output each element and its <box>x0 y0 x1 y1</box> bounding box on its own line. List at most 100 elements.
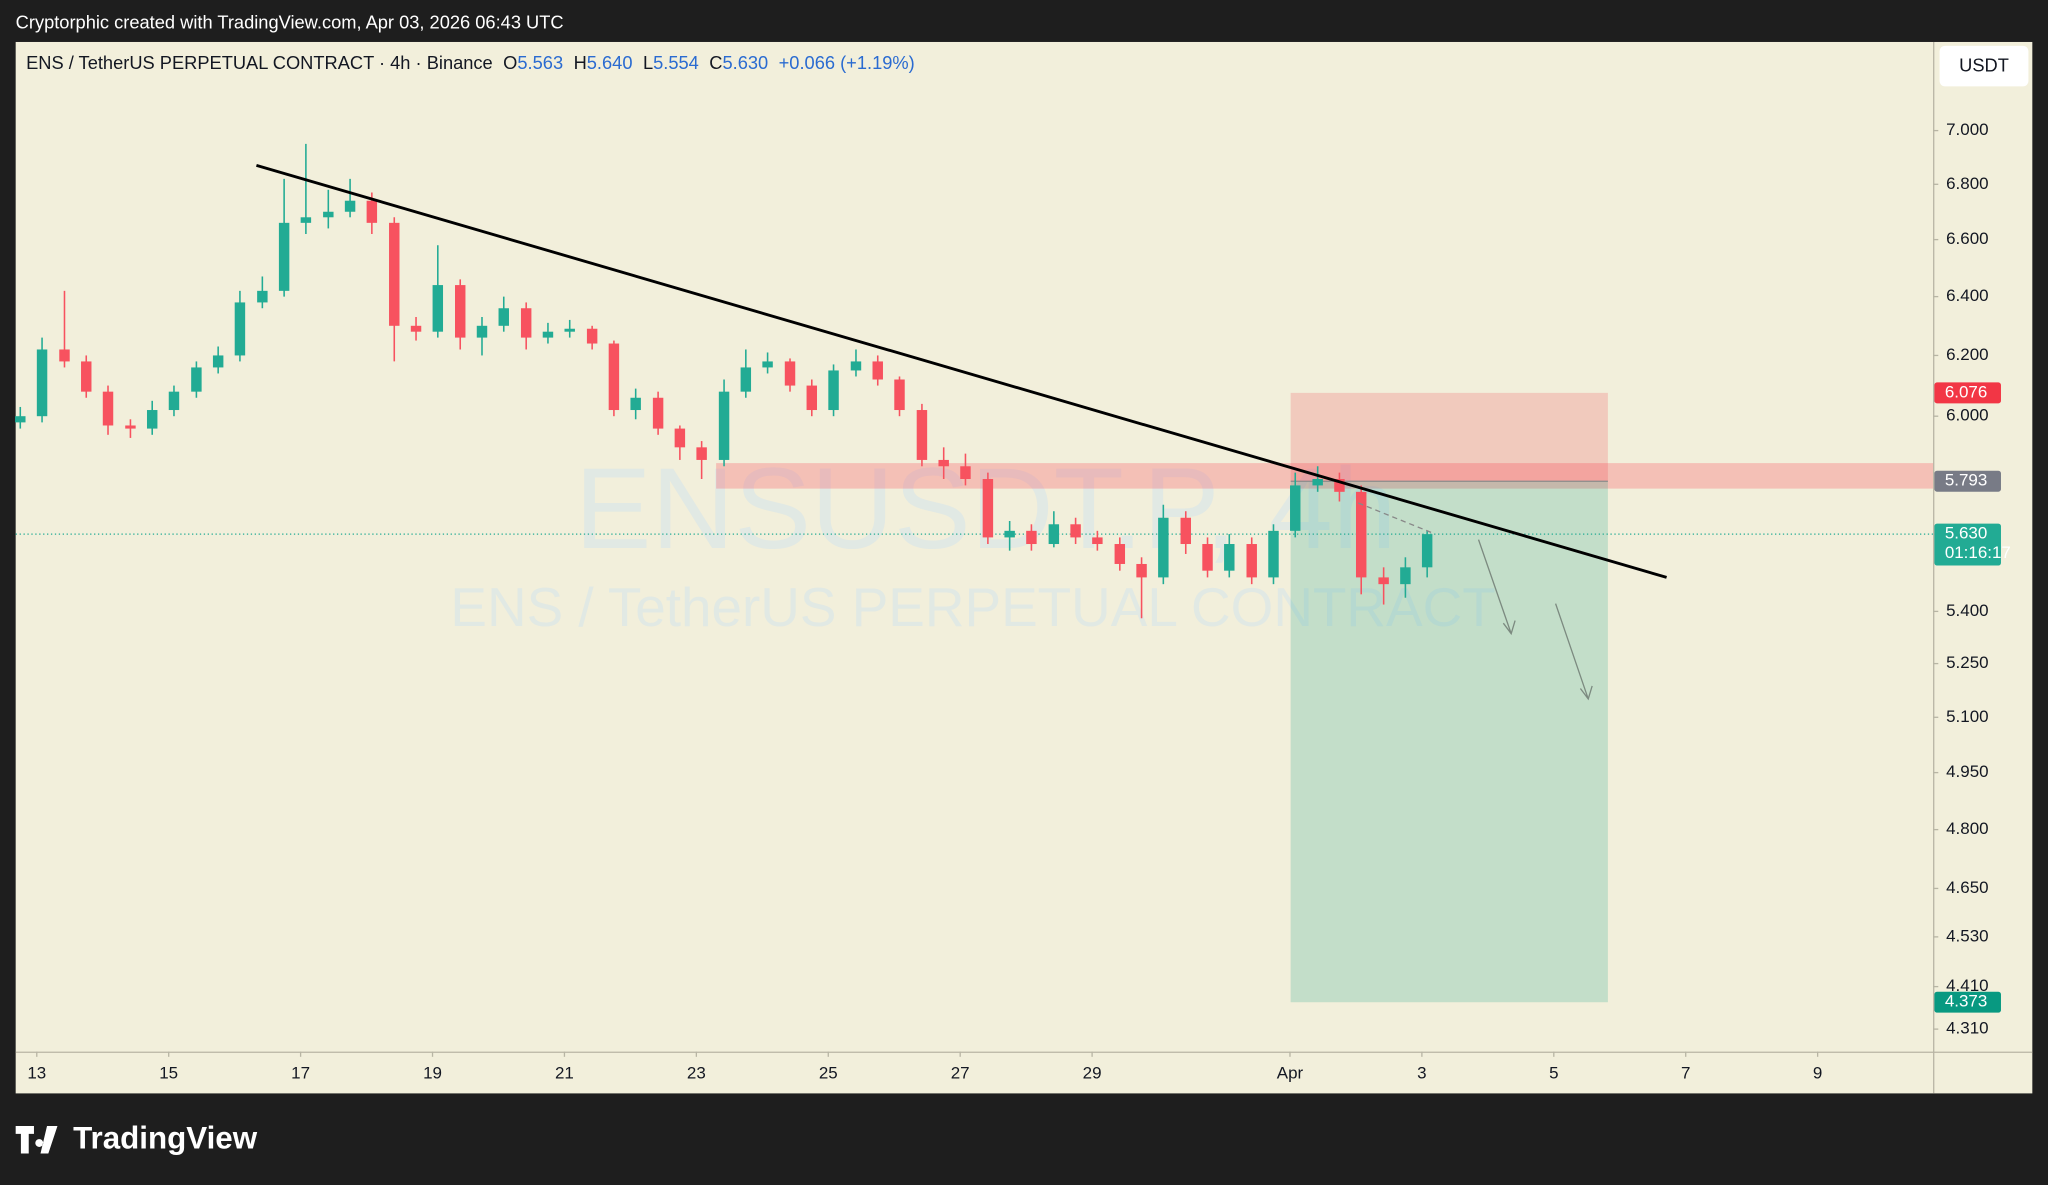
y-tick-label: 4.310 <box>1946 1019 1988 1038</box>
y-tick-label: 4.650 <box>1946 878 1988 897</box>
candle-body <box>718 391 730 460</box>
candle-body <box>15 416 26 423</box>
candle-body <box>257 290 268 303</box>
currency-button[interactable] <box>1939 45 2029 87</box>
candle-body <box>1355 491 1367 578</box>
candle-body <box>938 459 949 467</box>
stop-zone <box>1290 392 1608 482</box>
candle-body <box>125 425 136 429</box>
candle-body <box>168 391 180 411</box>
arrow <box>1554 603 1593 701</box>
y-tick-label: 7.000 <box>1946 120 1988 139</box>
ohlc-key: C <box>709 52 722 73</box>
candle-body <box>1400 567 1411 585</box>
ohlc-key: L <box>643 52 653 73</box>
x-tick-label: 29 <box>1083 1063 1102 1082</box>
price-tag-label: 6.076 <box>1945 382 1987 401</box>
price-tag-label: 4.373 <box>1945 992 1987 1011</box>
candle-body <box>586 328 598 344</box>
y-tick-label: 4.950 <box>1946 762 1988 781</box>
price-tag-label: 5.793 <box>1945 471 1987 490</box>
candle-body <box>520 308 532 338</box>
x-tick-label: Apr <box>1277 1063 1304 1082</box>
candle-body <box>894 379 905 411</box>
candle-body <box>1290 485 1301 531</box>
candle-body <box>1268 530 1279 578</box>
y-tick-label: 4.800 <box>1946 819 1988 838</box>
candle-body <box>212 355 224 368</box>
price-tag <box>1934 470 2001 492</box>
y-tick-label: 5.400 <box>1946 601 1988 620</box>
y-tick-label: 6.600 <box>1946 229 1988 248</box>
price-tag-countdown: 01:16:17 <box>1945 543 2011 562</box>
legend-title: ENS / TetherUS PERPETUAL CONTRACT · 4h ·… <box>26 52 493 73</box>
price-tag <box>1934 991 2001 1013</box>
x-tick-label: 25 <box>819 1063 838 1082</box>
price-tag <box>1934 523 2001 566</box>
candle-body <box>323 211 334 218</box>
ohlc-value: 5.630 <box>722 52 768 73</box>
candle-body <box>1158 517 1169 578</box>
candle-body <box>234 302 246 356</box>
candle-body <box>1202 544 1213 571</box>
x-tick-label: 5 <box>1549 1063 1558 1082</box>
ohlc-key: O <box>503 52 517 73</box>
currency-label[interactable]: USDT <box>1959 55 2009 76</box>
candle-body <box>455 285 466 338</box>
y-tick-label: 6.000 <box>1946 406 1988 425</box>
logo-mark <box>15 1126 58 1154</box>
candle-body <box>652 397 664 429</box>
candle-body <box>960 466 971 480</box>
candle-body <box>476 325 488 338</box>
candle-body <box>1334 479 1345 492</box>
x-tick-label: 27 <box>951 1063 970 1082</box>
candle-body <box>146 410 158 429</box>
candle-body <box>278 222 290 291</box>
candle-body <box>608 343 620 411</box>
x-tick-label: 17 <box>291 1063 310 1082</box>
candle-body <box>1224 544 1235 571</box>
candle-body <box>784 361 796 386</box>
chart-background <box>15 41 2033 1094</box>
ohlc-value: 5.554 <box>653 52 699 73</box>
projection-line <box>1358 502 1434 534</box>
x-tick-label: 7 <box>1681 1063 1690 1082</box>
x-tick-label: 19 <box>423 1063 442 1082</box>
candle-body <box>36 349 48 417</box>
candle-body <box>806 385 818 411</box>
candle-body <box>542 331 554 338</box>
candle-body <box>696 447 707 460</box>
y-tick-label: 6.800 <box>1946 174 1988 193</box>
candle-body <box>1246 544 1257 578</box>
x-tick-label: 9 <box>1813 1063 1822 1082</box>
change: +0.066 (+1.19%) <box>779 52 915 73</box>
candle-body <box>366 200 378 223</box>
x-tick-label: 23 <box>687 1063 706 1082</box>
candle-body <box>498 308 509 326</box>
x-tick-label: 3 <box>1417 1063 1426 1082</box>
candle-body <box>1312 479 1323 486</box>
resistance-zone <box>716 463 1934 489</box>
candle-body <box>300 217 312 223</box>
candle-body <box>850 361 862 371</box>
ohlc-key: H <box>574 52 587 73</box>
candle-body <box>1114 544 1126 564</box>
trendline <box>256 163 1667 579</box>
candle-body <box>916 410 928 460</box>
y-tick-label: 5.100 <box>1946 707 1988 726</box>
candle-body <box>828 370 839 411</box>
candle-body <box>872 361 883 380</box>
ohlc: O5.563 H5.640 L5.554 C5.630 <box>503 52 768 73</box>
x-tick-label: 21 <box>555 1063 574 1082</box>
y-tick-label: 5.250 <box>1946 653 1988 672</box>
candle-body <box>762 361 773 368</box>
candle-body <box>1378 577 1389 585</box>
candle-body <box>1092 537 1103 545</box>
candle-body <box>1180 517 1191 545</box>
legend: ENS / TetherUS PERPETUAL CONTRACT · 4h ·… <box>26 52 915 73</box>
candle-body <box>1421 534 1433 568</box>
candle-body <box>1004 530 1015 538</box>
y-tick-label: 6.400 <box>1946 286 1988 305</box>
